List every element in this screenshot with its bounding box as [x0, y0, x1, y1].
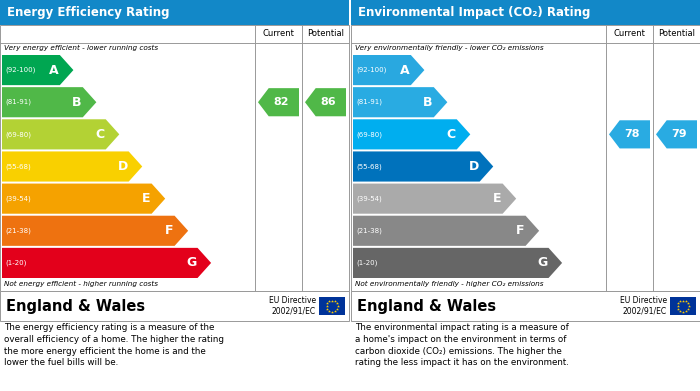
Polygon shape: [353, 87, 447, 117]
Text: B: B: [72, 96, 82, 109]
Polygon shape: [353, 183, 516, 214]
Text: Potential: Potential: [307, 29, 344, 38]
Text: (69-80): (69-80): [5, 131, 31, 138]
Polygon shape: [656, 120, 697, 149]
Text: Not environmentally friendly - higher CO₂ emissions: Not environmentally friendly - higher CO…: [355, 281, 543, 287]
Text: D: D: [468, 160, 479, 173]
Text: E: E: [493, 192, 502, 205]
Text: A: A: [400, 64, 410, 77]
Polygon shape: [353, 151, 494, 181]
Text: (81-91): (81-91): [356, 99, 382, 106]
Text: Very environmentally friendly - lower CO₂ emissions: Very environmentally friendly - lower CO…: [355, 45, 544, 51]
Bar: [670, 297, 696, 315]
Text: The energy efficiency rating is a measure of the
overall efficiency of a home. T: The energy efficiency rating is a measur…: [4, 323, 224, 368]
Text: (55-68): (55-68): [356, 163, 382, 170]
Text: 86: 86: [321, 97, 336, 107]
Text: EU Directive
2002/91/EC: EU Directive 2002/91/EC: [620, 296, 667, 316]
Text: The environmental impact rating is a measure of
a home's impact on the environme: The environmental impact rating is a mea…: [355, 323, 569, 368]
Text: Environmental Impact (CO₂) Rating: Environmental Impact (CO₂) Rating: [358, 6, 590, 19]
Text: (81-91): (81-91): [5, 99, 31, 106]
Bar: [0, 25, 349, 291]
Text: (39-54): (39-54): [5, 196, 31, 202]
Text: D: D: [118, 160, 127, 173]
Text: Very energy efficient - lower running costs: Very energy efficient - lower running co…: [4, 45, 158, 51]
Bar: [351, 291, 700, 321]
Text: (55-68): (55-68): [5, 163, 31, 170]
Text: (69-80): (69-80): [356, 131, 382, 138]
Text: Current: Current: [614, 29, 645, 38]
Text: Energy Efficiency Rating: Energy Efficiency Rating: [7, 6, 169, 19]
Polygon shape: [2, 216, 188, 246]
Polygon shape: [2, 183, 165, 214]
Text: B: B: [424, 96, 433, 109]
Text: England & Wales: England & Wales: [6, 298, 145, 314]
Text: (92-100): (92-100): [356, 67, 386, 74]
Bar: [0, 0, 349, 25]
Polygon shape: [2, 87, 97, 117]
Text: (39-54): (39-54): [356, 196, 382, 202]
Text: (92-100): (92-100): [5, 67, 36, 74]
Polygon shape: [258, 88, 299, 116]
Text: G: G: [538, 256, 547, 269]
Text: C: C: [447, 128, 456, 141]
Polygon shape: [305, 88, 346, 116]
Bar: [0, 291, 349, 321]
Text: C: C: [96, 128, 105, 141]
Polygon shape: [2, 119, 119, 149]
Text: 82: 82: [274, 97, 289, 107]
Polygon shape: [353, 55, 424, 85]
Bar: [351, 25, 700, 291]
Text: 79: 79: [671, 129, 687, 139]
Text: Not energy efficient - higher running costs: Not energy efficient - higher running co…: [4, 281, 158, 287]
Text: G: G: [186, 256, 197, 269]
Bar: [351, 0, 700, 25]
Text: F: F: [516, 224, 524, 237]
Text: (21-38): (21-38): [5, 228, 31, 234]
Text: (1-20): (1-20): [5, 260, 27, 266]
Polygon shape: [353, 216, 539, 246]
Text: 78: 78: [624, 129, 640, 139]
Text: Current: Current: [262, 29, 295, 38]
Polygon shape: [353, 248, 562, 278]
Bar: [319, 297, 345, 315]
Text: A: A: [49, 64, 59, 77]
Text: England & Wales: England & Wales: [357, 298, 496, 314]
Text: Potential: Potential: [658, 29, 695, 38]
Text: (1-20): (1-20): [356, 260, 377, 266]
Text: E: E: [142, 192, 150, 205]
Polygon shape: [2, 55, 73, 85]
Text: EU Directive
2002/91/EC: EU Directive 2002/91/EC: [269, 296, 316, 316]
Polygon shape: [2, 151, 142, 181]
Text: F: F: [165, 224, 174, 237]
Polygon shape: [609, 120, 650, 149]
Text: (21-38): (21-38): [356, 228, 382, 234]
Polygon shape: [353, 119, 470, 149]
Polygon shape: [2, 248, 211, 278]
